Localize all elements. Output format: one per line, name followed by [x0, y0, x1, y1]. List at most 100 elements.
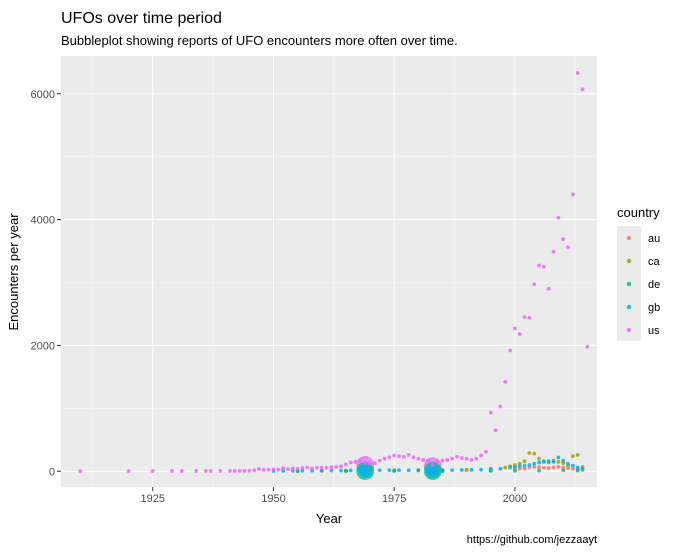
point-us — [377, 458, 382, 463]
point-au — [561, 465, 566, 470]
point-de — [537, 468, 541, 473]
point-us — [372, 461, 377, 465]
x-tick-label: 1925 — [141, 493, 165, 505]
point-gb — [488, 467, 493, 472]
point-us — [498, 404, 503, 409]
point-us — [479, 453, 484, 458]
grid-lines — [61, 56, 597, 487]
chart-subtitle: Bubbleplot showing reports of UFO encoun… — [61, 33, 458, 48]
point-us — [551, 249, 556, 254]
point-us — [445, 458, 450, 462]
point-us — [315, 465, 319, 470]
point-gb — [517, 464, 522, 469]
point-us — [493, 428, 498, 433]
legend-label-de: de — [648, 279, 660, 291]
point-us — [459, 456, 464, 460]
point-us — [257, 467, 261, 471]
point-us — [426, 458, 430, 463]
point-us — [194, 469, 199, 473]
point-us — [358, 458, 363, 463]
point-gb — [469, 467, 474, 472]
point-au — [570, 466, 575, 471]
point-gb — [377, 468, 382, 473]
point-gb — [450, 468, 455, 473]
y-tick-label: 2000 — [31, 340, 55, 352]
point-ca — [527, 451, 532, 455]
point-us — [397, 454, 401, 459]
point-gb — [363, 468, 368, 473]
point-gb — [368, 468, 372, 473]
point-au — [541, 465, 546, 470]
y-axis-title: Encounters per year — [6, 213, 21, 331]
point-us — [126, 469, 131, 474]
point-us — [421, 458, 426, 462]
point-us — [266, 467, 271, 472]
point-gb — [537, 460, 541, 465]
point-au — [546, 466, 551, 471]
point-us — [271, 467, 276, 472]
point-de — [513, 468, 517, 473]
chart-title: UFOs over time period — [61, 10, 222, 27]
legend-key-us — [626, 327, 632, 333]
point-us — [585, 344, 590, 349]
point-us — [305, 465, 310, 470]
point-gb — [556, 455, 561, 460]
y-tick-label: 0 — [49, 466, 55, 478]
point-us — [430, 463, 435, 467]
point-us — [556, 215, 561, 220]
point-us — [203, 469, 208, 473]
point-ca — [537, 456, 541, 461]
point-us — [474, 456, 479, 461]
point-us — [537, 263, 541, 268]
point-au — [537, 465, 541, 470]
point-gb — [319, 468, 324, 473]
point-us — [247, 468, 252, 473]
point-us — [570, 192, 575, 197]
point-gb — [575, 465, 580, 470]
point-us — [522, 315, 527, 320]
point-us — [368, 461, 372, 466]
point-us — [435, 459, 440, 464]
point-us — [353, 459, 358, 464]
point-us — [252, 468, 257, 473]
point-gb — [532, 461, 537, 466]
point-us — [290, 466, 295, 471]
point-gb — [430, 468, 435, 473]
point-layer — [78, 71, 590, 474]
point-ca — [570, 454, 575, 459]
point-us — [261, 468, 266, 472]
point-us — [363, 461, 368, 465]
point-us — [295, 466, 300, 471]
point-gb — [561, 458, 566, 463]
point-gb — [406, 468, 411, 473]
point-gb — [570, 463, 575, 468]
point-ca — [464, 467, 469, 472]
point-gb — [498, 466, 503, 471]
point-ca — [522, 459, 527, 464]
point-gb — [566, 461, 570, 466]
legend-key-au — [626, 235, 632, 241]
point-us — [382, 456, 387, 461]
point-gb — [300, 468, 305, 473]
x-tick-label: 1950 — [261, 493, 285, 505]
point-us — [508, 348, 512, 353]
point-us — [575, 71, 580, 75]
x-axis-title: Year — [316, 511, 343, 526]
point-us — [334, 464, 339, 469]
point-de — [575, 468, 580, 473]
point-us — [503, 380, 508, 384]
point-us — [392, 453, 397, 458]
point-gb — [358, 468, 363, 473]
point-us — [440, 458, 445, 463]
point-us — [339, 464, 343, 469]
point-us — [208, 469, 213, 473]
point-us — [232, 469, 237, 473]
point-au — [556, 464, 561, 469]
point-us — [566, 245, 570, 250]
point-de — [344, 469, 348, 473]
point-ca — [556, 459, 561, 464]
point-us — [179, 469, 184, 473]
point-us — [319, 465, 324, 470]
caption: https://github.com/jezzaayt — [467, 534, 597, 546]
point-gb — [580, 466, 585, 471]
